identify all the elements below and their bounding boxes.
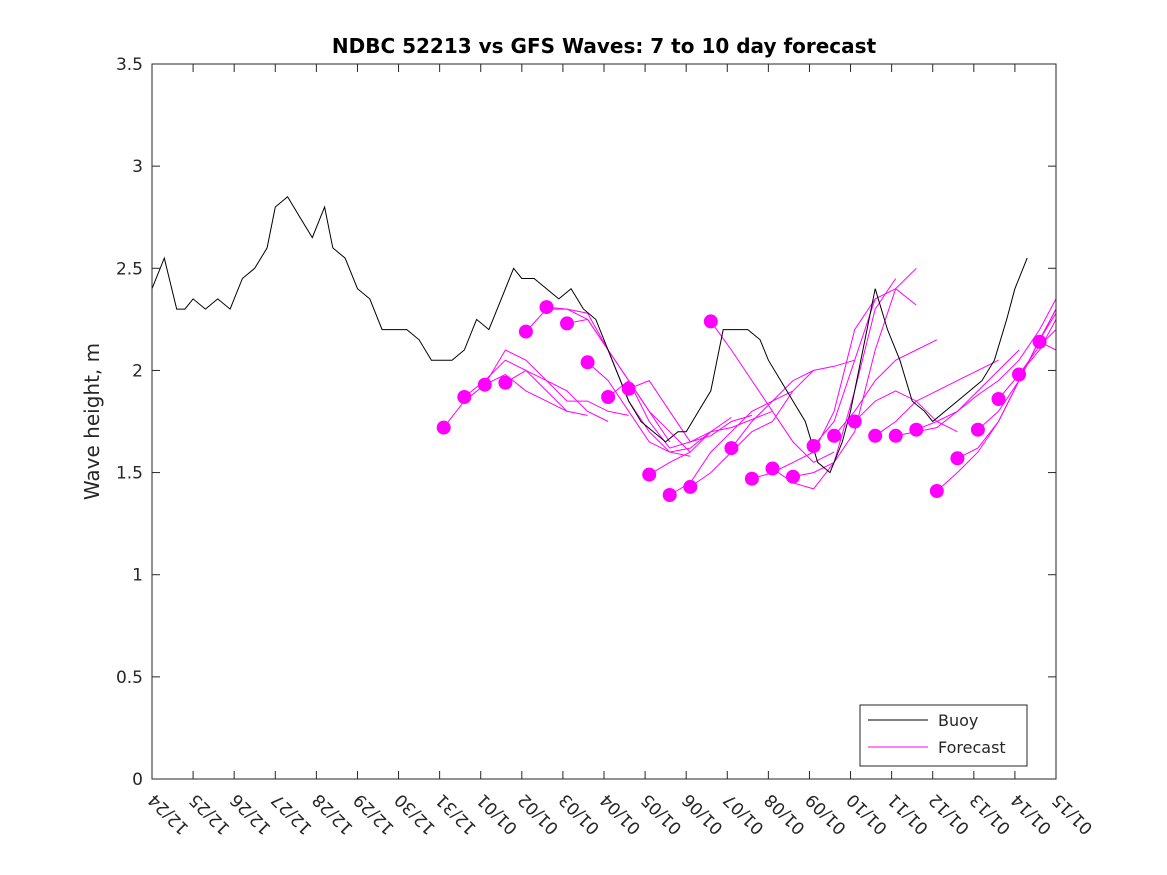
legend: Buoy Forecast <box>859 704 1028 767</box>
legend-forecast-label: Forecast <box>938 738 1006 757</box>
forecast-line-6 <box>546 306 691 453</box>
y-tick-label: 1.5 <box>116 464 143 484</box>
forecast-marker <box>539 300 554 315</box>
forecast-marker <box>744 471 759 486</box>
forecast-marker <box>991 392 1006 406</box>
forecast-marker <box>621 381 636 396</box>
forecast-marker <box>765 461 780 476</box>
forecast-marker <box>929 484 944 498</box>
forecast-line-11 <box>648 410 773 476</box>
forecast-marker <box>724 441 739 456</box>
forecast-marker <box>518 324 533 339</box>
forecast-line-20 <box>833 339 938 437</box>
forecast-line-21 <box>854 390 958 433</box>
y-tick-label: 0.5 <box>116 668 143 688</box>
forecast-marker <box>909 422 924 437</box>
y-tick-label: 1 <box>132 566 143 586</box>
forecast-marker <box>950 451 965 466</box>
plot-content <box>151 196 1057 502</box>
forecast-marker <box>477 377 492 392</box>
forecast-marker <box>601 390 616 404</box>
buoy-line <box>151 196 1028 474</box>
forecast-line-19 <box>813 288 917 447</box>
forecast-marker <box>662 488 677 502</box>
forecast-marker <box>888 428 903 443</box>
forecast-line-8 <box>587 361 712 453</box>
forecast-line-4 <box>505 369 629 416</box>
forecast-marker <box>786 469 800 484</box>
y-tick-label: 2 <box>132 361 143 381</box>
y-axis-label: Wave height, m <box>80 343 104 500</box>
legend-box <box>859 704 1028 767</box>
forecast-marker <box>970 422 985 437</box>
forecast-line-13 <box>690 370 814 488</box>
y-tick-label: 0 <box>132 770 143 790</box>
forecast-line-24 <box>916 298 1057 431</box>
forecast-marker <box>868 428 883 443</box>
y-tick-label: 3 <box>132 157 143 177</box>
y-tick-label: 2.5 <box>116 259 143 279</box>
forecast-marker <box>457 390 472 404</box>
forecast-marker <box>847 414 862 429</box>
forecast-line-14 <box>710 321 835 464</box>
legend-buoy-label: Buoy <box>938 711 978 730</box>
chart-title: NDBC 52213 vs GFS Waves: 7 to 10 day for… <box>332 34 877 58</box>
forecast-line-10 <box>628 379 753 443</box>
forecast-marker <box>560 316 574 331</box>
forecast-marker <box>806 439 821 453</box>
forecast-marker <box>827 428 842 443</box>
axis-ticks <box>151 63 1057 780</box>
forecast-line-28 <box>998 319 1057 400</box>
forecast-marker <box>1032 334 1047 349</box>
forecast-marker <box>580 355 595 370</box>
y-tick-label: 3.5 <box>116 55 143 75</box>
forecast-line-15 <box>731 359 855 449</box>
forecast-marker <box>703 314 718 329</box>
forecast-marker <box>642 467 657 482</box>
forecast-line-22 <box>874 359 999 437</box>
forecast-marker <box>436 420 451 435</box>
forecast-marker <box>498 375 513 390</box>
forecast-marker <box>1012 367 1026 382</box>
forecast-marker <box>683 479 698 494</box>
